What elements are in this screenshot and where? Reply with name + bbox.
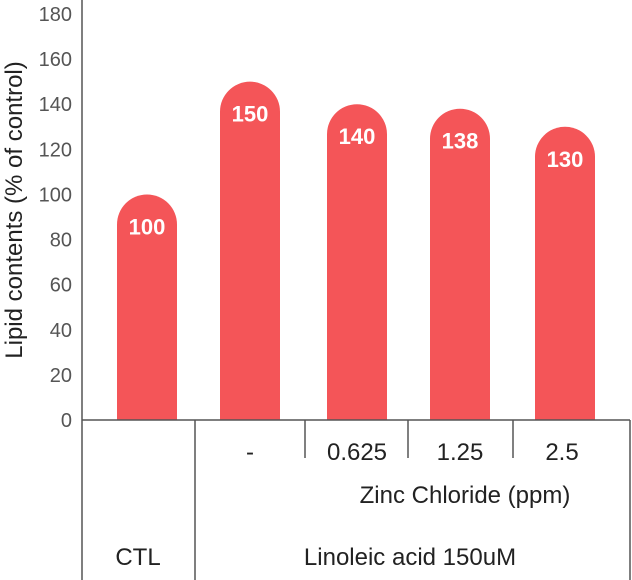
- y-tick-label: 160: [39, 49, 72, 71]
- bar-5: [535, 126, 595, 421]
- y-tick-label: 180: [39, 4, 72, 26]
- bar-value-label: 150: [232, 102, 269, 127]
- bar-value-label: 130: [547, 147, 584, 172]
- y-tick-label: 140: [39, 94, 72, 116]
- bar-value-label: 100: [129, 214, 166, 239]
- bar-4: [430, 108, 490, 421]
- ctl-label: CTL: [115, 544, 160, 571]
- y-tick-label: 120: [39, 139, 72, 161]
- category-label-1.25: 1.25: [437, 439, 484, 466]
- y-axis-title: Lipid contents (% of control): [1, 61, 28, 358]
- bar-3: [327, 104, 387, 420]
- linoleic-acid-label: Linoleic acid 150uM: [304, 544, 516, 571]
- y-tick-label: 60: [50, 275, 72, 297]
- bars: 100 150 140 138 130: [117, 81, 595, 421]
- zinc-chloride-label: Zinc Chloride (ppm): [360, 482, 571, 509]
- bar-value-label: 140: [339, 124, 376, 149]
- y-ticks: 0 20 40 60 80 100 120 140 160 180: [39, 4, 72, 432]
- y-tick-label: 100: [39, 184, 72, 206]
- y-tick-label: 0: [61, 410, 72, 432]
- bar-value-label: 138: [442, 129, 479, 154]
- y-tick-label: 80: [50, 230, 72, 252]
- category-table: - 0.625 1.25 2.5 Zinc Chloride (ppm) CTL…: [81, 419, 631, 580]
- bar-1: [117, 194, 177, 420]
- category-label-0.625: 0.625: [327, 439, 387, 466]
- bar-2: [220, 81, 280, 420]
- y-tick-label: 20: [50, 365, 72, 387]
- category-label-treatment-none: -: [246, 439, 254, 466]
- y-tick-label: 40: [50, 320, 72, 342]
- category-label-2.5: 2.5: [545, 439, 578, 466]
